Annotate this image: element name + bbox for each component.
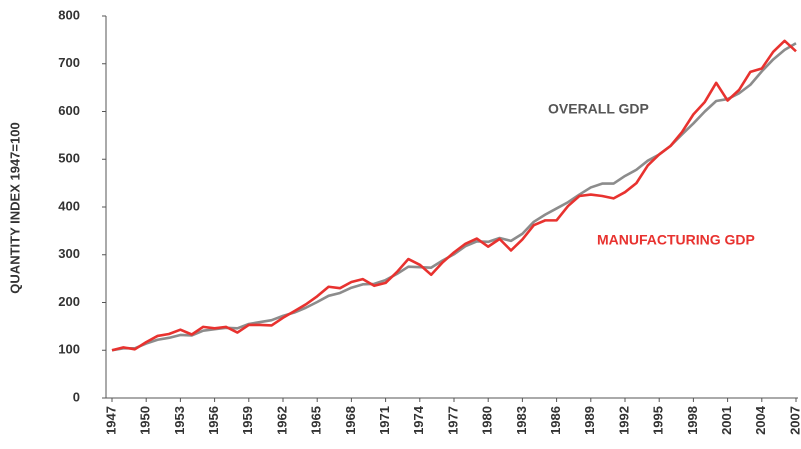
y-tick-label: 0 bbox=[73, 389, 80, 404]
x-tick-label: 2007 bbox=[787, 406, 801, 435]
x-tick-label: 1986 bbox=[548, 406, 563, 435]
x-tick-label: 1992 bbox=[616, 406, 631, 435]
x-tick-label: 1956 bbox=[206, 406, 221, 435]
y-tick-label: 500 bbox=[58, 151, 80, 166]
x-tick-label: 1947 bbox=[103, 406, 118, 435]
series-line bbox=[111, 42, 797, 352]
y-tick-label: 200 bbox=[58, 294, 80, 309]
x-tick-label: 1977 bbox=[445, 406, 460, 435]
x-tick-label: 1989 bbox=[582, 406, 597, 435]
y-tick-label: 300 bbox=[58, 246, 80, 261]
y-tick-label: 100 bbox=[58, 342, 80, 357]
x-tick-label: 1980 bbox=[480, 406, 495, 435]
x-tick-label: 1959 bbox=[240, 406, 255, 435]
y-tick-label: 800 bbox=[58, 7, 80, 22]
x-tick-label: 1995 bbox=[651, 406, 666, 435]
x-tick-label: 1998 bbox=[685, 406, 700, 435]
x-tick-label: 1965 bbox=[309, 406, 324, 435]
series-line bbox=[111, 39, 797, 352]
x-tick-label: 2001 bbox=[719, 406, 734, 435]
x-tick-label: 1968 bbox=[343, 406, 358, 435]
x-tick-label: 2004 bbox=[753, 405, 768, 435]
x-tick-label: 1974 bbox=[411, 405, 426, 435]
x-tick-label: 1950 bbox=[138, 406, 153, 435]
x-tick-label: 1962 bbox=[274, 406, 289, 435]
x-tick-label: 1983 bbox=[514, 406, 529, 435]
y-tick-label: 600 bbox=[58, 103, 80, 118]
x-tick-label: 1953 bbox=[172, 406, 187, 435]
y-axis-label: QUANTITY INDEX 1947=100 bbox=[7, 122, 22, 293]
y-tick-label: 700 bbox=[58, 55, 80, 70]
series-label: OVERALL GDP bbox=[548, 101, 649, 117]
x-tick-label: 1971 bbox=[377, 406, 392, 435]
y-tick-label: 400 bbox=[58, 198, 80, 213]
series-label: MANUFACTURING GDP bbox=[597, 232, 755, 248]
